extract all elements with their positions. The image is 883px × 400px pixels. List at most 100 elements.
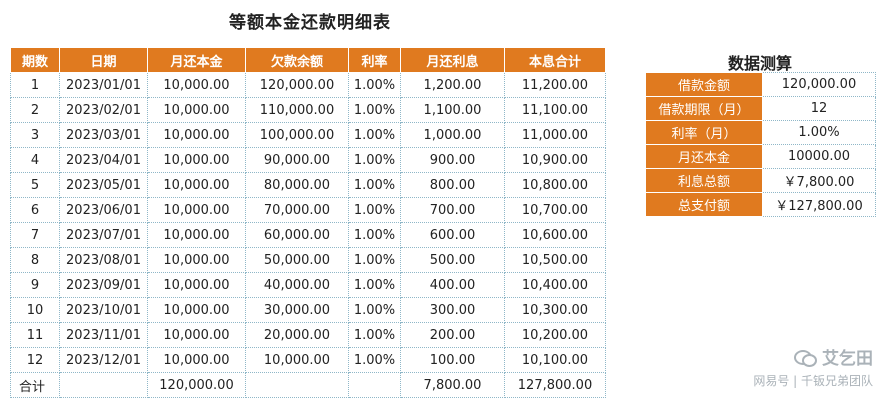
table-row: 1 2023/01/01 10,000.00 120,000.00 1.00% 1,200…: [10, 72, 606, 98]
table-cell: 2023/09/01: [59, 272, 148, 298]
table-cell: 4: [10, 147, 60, 173]
calc-label: 借款期限（月）: [645, 96, 763, 121]
table-row: 11 2023/11/01 10,000.00 20,000.00 1.00% 200.0…: [10, 322, 606, 348]
watermark: 艾乞田 网易号 | 千钣兄弟团队: [753, 344, 873, 389]
page-title: 等额本金还款明细表: [229, 13, 391, 33]
calc-label: 总支付额: [645, 192, 763, 217]
table-cell: 10: [10, 297, 60, 323]
table-cell: 10,000.00: [147, 347, 246, 373]
table-row: 7 2023/07/01 10,000.00 60,000.00 1.00% 600.00…: [10, 222, 606, 248]
wechat-icon: [794, 348, 817, 367]
table-cell: 3: [10, 122, 60, 148]
calc-row: 总支付额 ￥127,800.00: [645, 192, 876, 217]
calc-row: 利息总额 ￥7,800.00: [645, 168, 876, 193]
calc-value: 12: [762, 96, 876, 121]
table-cell: 10,000.00: [147, 147, 246, 173]
calc-label: 利息总额: [645, 168, 763, 193]
table-cell: 7: [10, 222, 60, 248]
table-cell: 110,000.00: [245, 97, 349, 123]
totals-cell: [59, 372, 148, 398]
table-cell: 2023/04/01: [59, 147, 148, 173]
calc-title: 数据测算: [727, 54, 792, 73]
header-cell: 期数: [10, 47, 60, 73]
table-row: 10 2023/10/01 10,000.00 30,000.00 1.00% 300.0…: [10, 297, 606, 323]
table-cell: 300.00: [400, 297, 505, 323]
table-cell: 9: [10, 272, 60, 298]
table-cell: 11,100.00: [504, 97, 606, 123]
table-cell: 400.00: [400, 272, 505, 298]
table-cell: 11,000.00: [504, 122, 606, 148]
table-row: 12 2023/12/01 10,000.00 10,000.00 1.00% 100.0…: [10, 347, 606, 373]
table-cell: 1: [10, 72, 60, 98]
table-cell: 10,500.00: [504, 247, 606, 273]
table-cell: 2023/11/01: [59, 322, 148, 348]
table-cell: 11: [10, 322, 60, 348]
calc-row: 借款金额 120,000.00: [645, 72, 876, 97]
header-cell: 日期: [59, 47, 148, 73]
table-row: 9 2023/09/01 10,000.00 40,000.00 1.00% 400.00…: [10, 272, 606, 298]
totals-cell: [245, 372, 349, 398]
table-cell: 10,100.00: [504, 347, 606, 373]
table-cell: 200.00: [400, 322, 505, 348]
table-row: 3 2023/03/01 10,000.00 100,000.00 1.00% 1,000…: [10, 122, 606, 148]
repayment-table: 期数 日期 月还本金 欠款余额 利率 月还利息 本息合计 1 2023/01/01…: [10, 47, 606, 398]
calc-row: 利率（月） 1.00%: [645, 120, 876, 145]
table-cell: 8: [10, 247, 60, 273]
table-cell: 700.00: [400, 197, 505, 223]
calc-label: 月还本金: [645, 144, 763, 169]
table-cell: 1.00%: [348, 222, 401, 248]
totals-cell: [348, 372, 401, 398]
table-cell: 1.00%: [348, 97, 401, 123]
table-cell: 2023/08/01: [59, 247, 148, 273]
header-cell: 欠款余额: [245, 47, 349, 73]
table-cell: 2023/01/01: [59, 72, 148, 98]
table-cell: 500.00: [400, 247, 505, 273]
totals-cell: 7,800.00: [400, 372, 505, 398]
table-cell: 5: [10, 172, 60, 198]
header-row: 期数 日期 月还本金 欠款余额 利率 月还利息 本息合计: [10, 47, 606, 73]
table-row: 8 2023/08/01 10,000.00 50,000.00 1.00% 500.00…: [10, 247, 606, 273]
header-cell: 本息合计: [504, 47, 606, 73]
table-cell: 10,000.00: [147, 197, 246, 223]
watermark-sub: 网易号 | 千钣兄弟团队: [753, 374, 873, 388]
totals-cell: 合计: [10, 372, 60, 398]
table-cell: 1.00%: [348, 322, 401, 348]
totals-cell: 127,800.00: [504, 372, 606, 398]
table-cell: 100.00: [400, 347, 505, 373]
table-cell: 1.00%: [348, 347, 401, 373]
table-cell: 2023/06/01: [59, 197, 148, 223]
table-cell: 90,000.00: [245, 147, 349, 173]
table-cell: 10,000.00: [245, 347, 349, 373]
table-cell: 1.00%: [348, 122, 401, 148]
table-cell: 2023/12/01: [59, 347, 148, 373]
table-cell: 10,800.00: [504, 172, 606, 198]
table-cell: 1,100.00: [400, 97, 505, 123]
table-cell: 40,000.00: [245, 272, 349, 298]
totals-cell: 120,000.00: [147, 372, 246, 398]
header-cell: 利率: [348, 47, 401, 73]
table-row: 5 2023/05/01 10,000.00 80,000.00 1.00% 800.00…: [10, 172, 606, 198]
calc-value: 1.00%: [762, 120, 876, 145]
table-cell: 10,700.00: [504, 197, 606, 223]
table-cell: 120,000.00: [245, 72, 349, 98]
table-cell: 30,000.00: [245, 297, 349, 323]
table-cell: 10,000.00: [147, 322, 246, 348]
calc-label: 利率（月）: [645, 120, 763, 145]
table-cell: 10,000.00: [147, 72, 246, 98]
table-cell: 10,600.00: [504, 222, 606, 248]
table-cell: 1.00%: [348, 272, 401, 298]
totals-row: 合计 120,000.00 7,800.00 127,800.00: [10, 372, 606, 398]
table-cell: 900.00: [400, 147, 505, 173]
table-cell: 10,300.00: [504, 297, 606, 323]
table-cell: 600.00: [400, 222, 505, 248]
table-cell: 1,200.00: [400, 72, 505, 98]
table-cell: 50,000.00: [245, 247, 349, 273]
table-row: 2 2023/02/01 10,000.00 110,000.00 1.00% 1,100…: [10, 97, 606, 123]
table-cell: 800.00: [400, 172, 505, 198]
table-cell: 10,200.00: [504, 322, 606, 348]
table-cell: 12: [10, 347, 60, 373]
table-cell: 1.00%: [348, 197, 401, 223]
table-cell: 20,000.00: [245, 322, 349, 348]
table-cell: 10,000.00: [147, 122, 246, 148]
table-cell: 10,000.00: [147, 272, 246, 298]
